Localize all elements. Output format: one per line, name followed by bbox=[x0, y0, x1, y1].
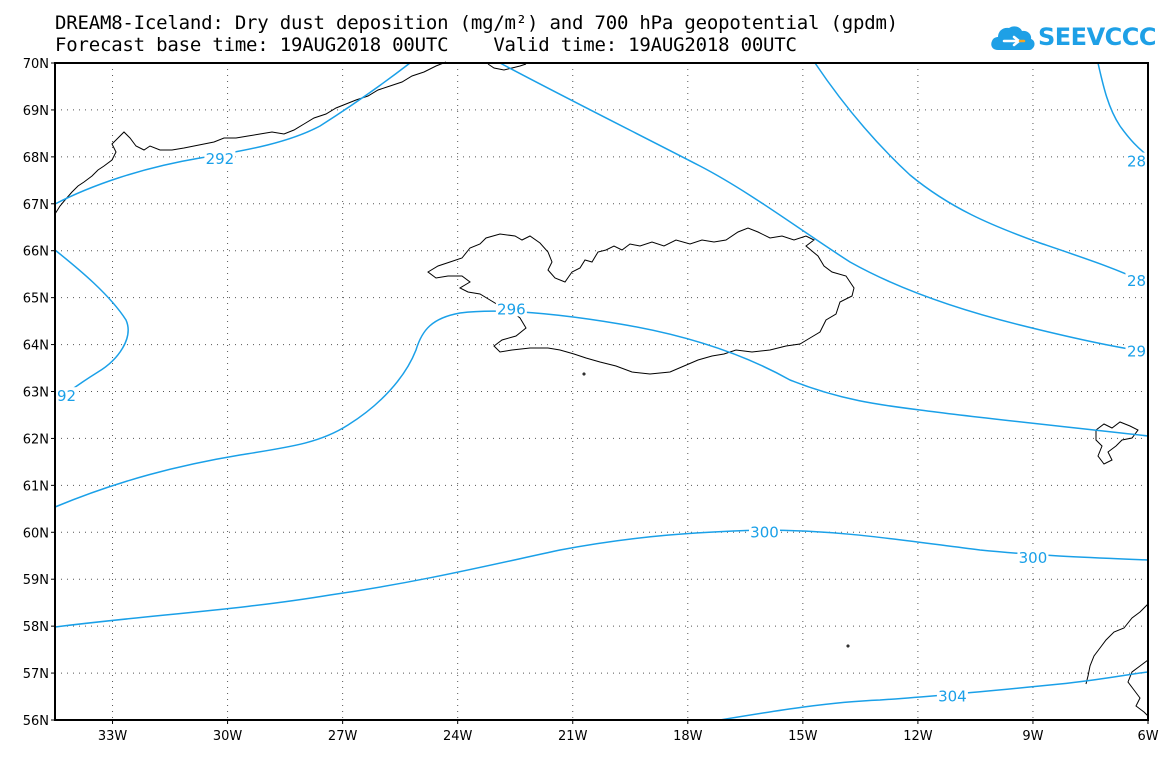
lat-tick-label: 58N bbox=[23, 620, 49, 635]
lat-tick-label: 64N bbox=[23, 339, 49, 354]
contour-label-bg bbox=[495, 300, 527, 317]
contour-292-north bbox=[54, 62, 411, 205]
axis-ticks: 70N 69N 68N 67N 66N 65N 64N 63N 62N 61N 60N 59N 58N 5… bbox=[23, 57, 1159, 744]
lon-tick-label: 30W bbox=[213, 729, 243, 744]
contour-label-bg bbox=[748, 523, 780, 540]
contour-label: 296 bbox=[497, 300, 526, 318]
lat-tick-label: 62N bbox=[23, 432, 49, 447]
contour-label: 300 bbox=[1019, 549, 1048, 567]
island-dot bbox=[582, 372, 586, 376]
lat-tick-label: 67N bbox=[23, 198, 49, 213]
lon-tick-label: 12W bbox=[903, 729, 933, 744]
lat-tick-label: 60N bbox=[23, 526, 49, 541]
lat-tick-label: 69N bbox=[23, 104, 49, 119]
greenland-coastline bbox=[54, 61, 447, 215]
lon-tick-label: 21W bbox=[558, 729, 588, 744]
lon-tick-label: 9W bbox=[1022, 729, 1043, 744]
lat-tick-label: 70N bbox=[23, 57, 49, 72]
lat-tick-label: 61N bbox=[23, 479, 49, 494]
contour-label: 304 bbox=[938, 688, 967, 706]
contour-300 bbox=[54, 529, 1149, 628]
contour-label-bg bbox=[204, 150, 236, 167]
lon-tick-label: 33W bbox=[98, 729, 128, 744]
contour-296 bbox=[54, 310, 1149, 508]
contour-284 bbox=[1097, 62, 1149, 157]
chart-title: DREAM8-Iceland: Dry dust deposition (mg/… bbox=[55, 12, 898, 34]
lon-tick-label: 6W bbox=[1137, 729, 1158, 744]
faroe-coastline bbox=[1095, 421, 1139, 465]
contour-label-bg bbox=[1017, 549, 1049, 566]
contour-label: 92 bbox=[57, 387, 76, 405]
contour-292-west bbox=[54, 249, 129, 399]
lat-tick-label: 57N bbox=[23, 667, 49, 682]
contour-304 bbox=[719, 671, 1149, 721]
lat-tick-label: 68N bbox=[23, 151, 49, 166]
scotland-coastline bbox=[1085, 603, 1149, 717]
lon-tick-label: 27W bbox=[328, 729, 358, 744]
lon-tick-label: 24W bbox=[443, 729, 473, 744]
seevccc-logo: SEEVCCC bbox=[990, 20, 1157, 56]
contour-label-bg bbox=[1125, 152, 1148, 169]
contour-label: 292 bbox=[206, 150, 235, 168]
iceland-coastline bbox=[427, 227, 855, 375]
contour-label: 28 bbox=[1127, 153, 1146, 171]
lat-tick-label: 66N bbox=[23, 245, 49, 260]
lon-tick-label: 15W bbox=[788, 729, 818, 744]
contour-label-bg bbox=[55, 387, 78, 404]
forecast-times: Forecast base time: 19AUG2018 00UTC Vali… bbox=[55, 34, 797, 56]
lat-tick-label: 59N bbox=[23, 573, 49, 588]
jan-mayen-coastline bbox=[487, 63, 527, 71]
contour-label-bg bbox=[1125, 272, 1148, 289]
lon-tick-label: 18W bbox=[673, 729, 703, 744]
contour-288 bbox=[814, 62, 1149, 285]
lat-tick-label: 63N bbox=[23, 386, 49, 401]
contour-label-bg bbox=[936, 687, 968, 704]
lat-tick-label: 65N bbox=[23, 292, 49, 307]
island-dot bbox=[846, 644, 850, 648]
logo-text: SEEVCCC bbox=[1038, 23, 1157, 51]
contour-fox bbox=[499, 62, 1149, 353]
contour-label-bg bbox=[1125, 342, 1148, 359]
contour-label: 300 bbox=[750, 523, 779, 541]
cloud-icon bbox=[991, 26, 1035, 50]
lat-tick-label: 56N bbox=[23, 714, 49, 729]
contour-label: 29 bbox=[1127, 343, 1146, 361]
grid-lines bbox=[55, 63, 1148, 720]
contour-label: 28 bbox=[1127, 272, 1146, 290]
contour-label-layer: 292 92 296 300 300 304 28 28 29 bbox=[55, 150, 1148, 706]
